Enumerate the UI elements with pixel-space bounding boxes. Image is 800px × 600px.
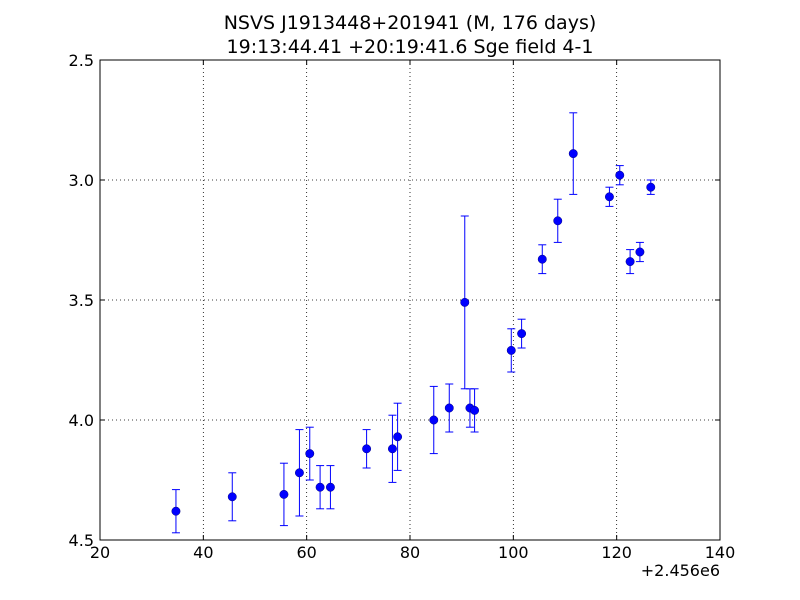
data-point <box>604 192 614 202</box>
data-point <box>171 506 181 516</box>
data-point <box>362 444 372 454</box>
data-point <box>625 257 635 267</box>
y-tick-label: 3.5 <box>69 291 94 310</box>
x-tick-label: 60 <box>296 543 316 562</box>
axis-ticks: 20 40 60 80 100 120 140 2.5 3.0 3.5 4.0 4.5 <box>69 51 736 562</box>
data-point <box>294 468 304 478</box>
data-point <box>553 216 563 226</box>
x-tick-label: 100 <box>498 543 529 562</box>
chart-title-line1: NSVS J1913448+201941 (M, 176 days) <box>224 12 597 34</box>
data-point <box>506 345 516 355</box>
data-point <box>227 492 237 502</box>
x-tick-label: 120 <box>601 543 632 562</box>
y-tick-label: 4.5 <box>69 531 94 550</box>
data-point <box>460 297 470 307</box>
data-point <box>444 403 454 413</box>
x-tick-label: 140 <box>705 543 736 562</box>
y-tick-label: 3.0 <box>69 171 94 190</box>
y-tick-label: 2.5 <box>69 51 94 70</box>
data-points <box>171 149 656 516</box>
data-point <box>635 247 645 257</box>
data-point <box>315 482 325 492</box>
data-point <box>517 329 527 339</box>
grid <box>100 60 720 540</box>
data-point <box>429 415 439 425</box>
data-point <box>279 489 289 499</box>
data-point <box>470 405 480 415</box>
data-point <box>646 182 656 192</box>
x-tick-label: 80 <box>400 543 420 562</box>
data-point <box>387 444 397 454</box>
x-offset-label: +2.456e6 <box>641 561 720 580</box>
chart-title-line2: 19:13:44.41 +20:19:41.6 Sge field 4-1 <box>227 36 594 58</box>
x-tick-label: 40 <box>193 543 213 562</box>
data-point <box>325 482 335 492</box>
data-point <box>615 170 625 180</box>
x-tick-label: 20 <box>90 543 110 562</box>
data-point <box>393 432 403 442</box>
y-tick-label: 4.0 <box>69 411 94 430</box>
data-point <box>305 449 315 459</box>
data-point <box>537 254 547 264</box>
data-point <box>568 149 578 159</box>
